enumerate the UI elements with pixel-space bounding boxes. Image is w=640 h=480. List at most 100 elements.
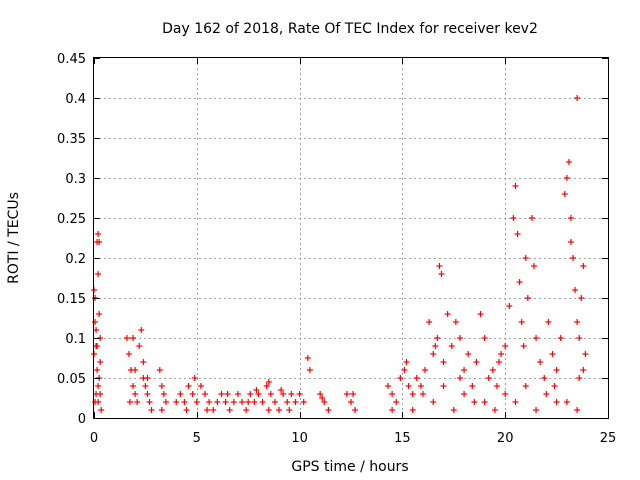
data-point — [183, 407, 190, 413]
data-point — [197, 383, 204, 389]
data-point — [259, 399, 266, 405]
data-point — [438, 271, 445, 277]
data-point — [405, 383, 412, 389]
data-point — [496, 359, 503, 365]
y-tick-label: 0.2 — [65, 252, 86, 267]
data-point — [563, 175, 570, 181]
data-point — [461, 367, 468, 373]
data-point — [148, 407, 155, 413]
data-point — [409, 407, 416, 413]
data-point — [498, 351, 505, 357]
data-point — [413, 375, 420, 381]
data-point — [319, 395, 326, 401]
data-point — [465, 351, 472, 357]
data-point — [549, 351, 556, 357]
data-point — [189, 391, 196, 397]
data-point — [543, 391, 550, 397]
data-point — [239, 399, 246, 405]
data-point — [243, 407, 250, 413]
data-point — [98, 407, 105, 413]
data-point — [516, 279, 523, 285]
data-point — [156, 367, 163, 373]
x-axis-label: GPS time / hours — [291, 459, 408, 475]
data-point — [158, 407, 165, 413]
data-point — [561, 191, 568, 197]
data-point — [95, 383, 102, 389]
x-tick-label: 20 — [497, 431, 514, 446]
data-point — [280, 391, 287, 397]
data-point — [210, 407, 217, 413]
x-tick-label: 0 — [90, 431, 98, 446]
data-point — [96, 239, 103, 245]
x-tick-label: 25 — [600, 431, 617, 446]
data-point — [471, 399, 478, 405]
data-point — [185, 383, 192, 389]
data-point — [444, 311, 451, 317]
data-point — [93, 327, 100, 333]
data-point — [321, 399, 328, 405]
data-point — [126, 399, 133, 405]
data-point — [202, 391, 209, 397]
data-point — [452, 319, 459, 325]
data-point — [440, 383, 447, 389]
y-axis-ticks: 0 0.05 0.1 0.15 0.2 0.25 0.3 0.35 0.4 0.45 — [57, 52, 608, 427]
data-point — [138, 327, 145, 333]
data-point — [130, 383, 137, 389]
data-point — [426, 319, 433, 325]
data-point — [265, 379, 272, 385]
y-tick-label: 0.1 — [65, 332, 86, 347]
data-point — [214, 399, 221, 405]
data-point — [245, 399, 252, 405]
data-point — [436, 263, 443, 269]
data-point — [132, 367, 139, 373]
data-point — [456, 375, 463, 381]
data-point — [491, 407, 498, 413]
data-point — [578, 295, 585, 301]
data-point — [94, 367, 101, 373]
grid-lines — [94, 58, 608, 418]
data-point — [95, 231, 102, 237]
data-point — [276, 407, 283, 413]
data-point — [419, 391, 426, 397]
data-point — [263, 383, 270, 389]
data-point — [512, 183, 519, 189]
data-point — [461, 391, 468, 397]
data-point — [389, 407, 396, 413]
data-point — [557, 335, 564, 341]
data-point — [96, 311, 103, 317]
data-point — [253, 387, 260, 393]
data-point — [477, 311, 484, 317]
data-point — [218, 391, 225, 397]
data-point — [580, 367, 587, 373]
data-point — [574, 407, 581, 413]
data-point — [522, 383, 529, 389]
data-point — [469, 383, 476, 389]
data-point — [350, 391, 357, 397]
data-point — [286, 407, 293, 413]
data-point — [271, 399, 278, 405]
data-point — [574, 95, 581, 101]
data-point — [580, 263, 587, 269]
data-point — [158, 383, 165, 389]
data-point — [317, 391, 324, 397]
data-point — [206, 399, 213, 405]
data-point — [473, 359, 480, 365]
y-tick-label: 0.15 — [57, 292, 86, 307]
data-point — [173, 399, 180, 405]
data-point — [193, 399, 200, 405]
data-point — [576, 335, 583, 341]
data-point — [222, 399, 229, 405]
y-tick-label: 0.3 — [65, 172, 86, 187]
data-point — [403, 359, 410, 365]
y-axis-label: ROTI / TECUs — [6, 192, 22, 284]
data-point — [537, 359, 544, 365]
data-point — [226, 407, 233, 413]
data-point — [97, 391, 104, 397]
y-tick-label: 0.35 — [57, 132, 86, 147]
data-point — [518, 319, 525, 325]
data-point — [502, 391, 509, 397]
data-point — [134, 399, 141, 405]
data-point — [389, 391, 396, 397]
data-point — [393, 399, 400, 405]
